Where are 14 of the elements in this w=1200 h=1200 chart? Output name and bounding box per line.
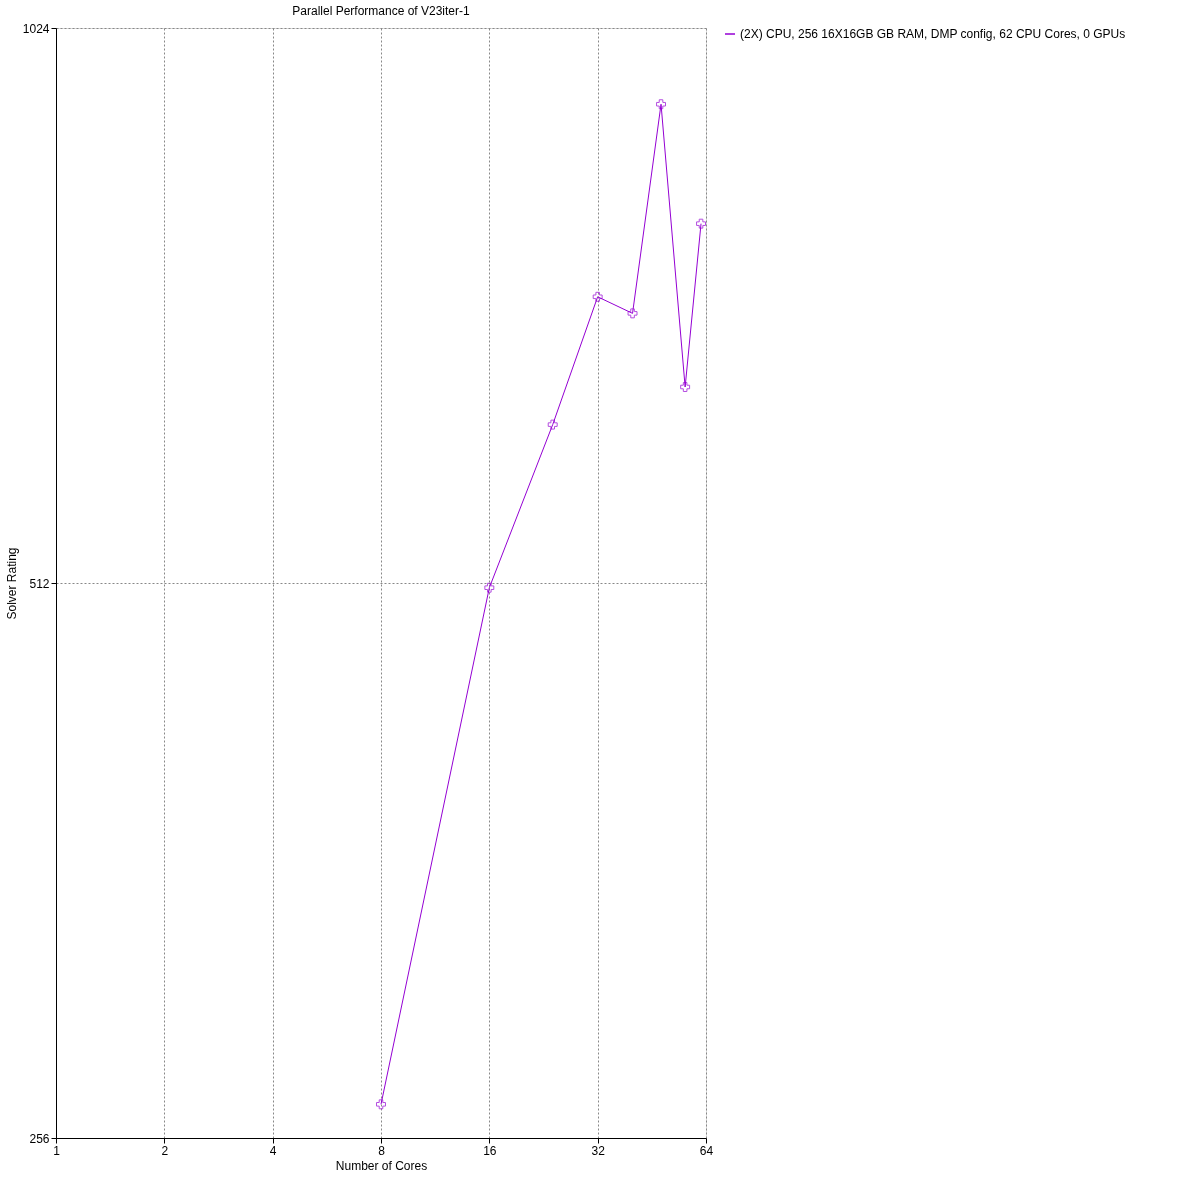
x-tick-label: 8	[378, 1143, 386, 1158]
x-axis-title: Number of Cores	[335, 1158, 428, 1173]
chart-title: Parallel Performance of V23iter-1	[292, 4, 471, 18]
y-tick-label: 256	[29, 1131, 50, 1146]
x-tick-label: 4	[269, 1143, 277, 1158]
x-tick-label: 16	[483, 1143, 497, 1158]
x-tick-label: 1	[53, 1143, 61, 1158]
x-tick-label: 64	[699, 1143, 714, 1158]
y-axis-title: Solver Rating	[4, 547, 19, 620]
legend-label: (2X) CPU, 256 16X16GB GB RAM, DMP config, 62 CPU Cores, 0 GPUs	[740, 27, 1126, 41]
x-tick-label: 2	[161, 1143, 169, 1158]
y-tick-label: 512	[29, 576, 50, 591]
x-tick-label: 32	[591, 1143, 606, 1158]
y-tick-label: 1024	[22, 21, 50, 36]
